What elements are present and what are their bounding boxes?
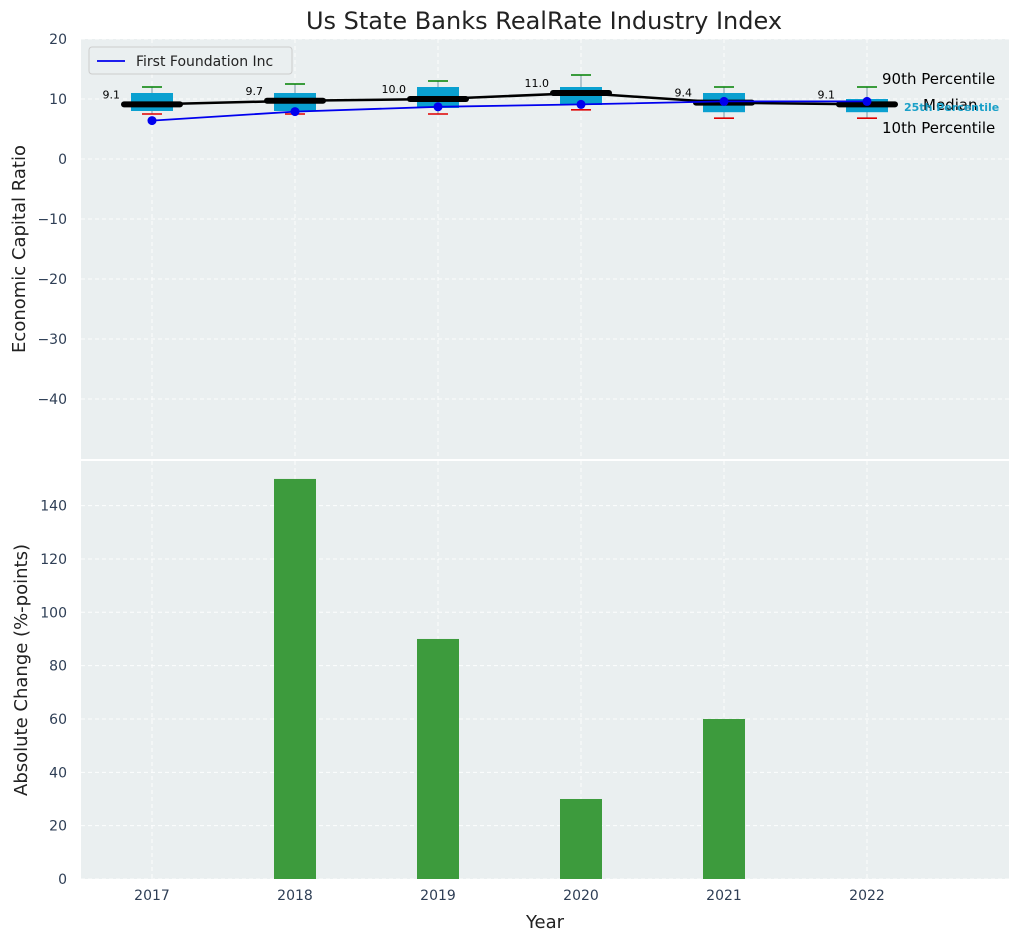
x-tick-label: 2018: [277, 888, 313, 904]
median-value-label: 10.0: [382, 83, 407, 96]
x-axis-label: Year: [525, 912, 565, 933]
bottom-y-tick-label: 80: [49, 659, 67, 675]
median-value-label: 9.7: [246, 85, 264, 98]
company-point: [862, 96, 872, 106]
change-bar: [703, 718, 745, 879]
bottom-panel-grid: [81, 461, 1009, 880]
p25-label: 25th Percentile: [904, 101, 999, 114]
company-point: [719, 96, 729, 106]
top-y-axis-label: Economic Capital Ratio: [9, 145, 30, 353]
bottom-y-tick-label: 20: [49, 819, 67, 835]
legend: First Foundation Inc: [88, 46, 293, 75]
company-point: [147, 116, 157, 126]
change-bar: [274, 478, 316, 879]
bottom-y-tick-label: 40: [49, 765, 67, 781]
legend-entry-company: First Foundation Inc: [136, 54, 273, 70]
top-y-tick-label: −20: [37, 272, 67, 288]
top-y-tick-label: 0: [58, 152, 67, 168]
bar-group: [274, 478, 745, 879]
p10-label: 10th Percentile: [882, 119, 995, 137]
median-percentile-label: Median: [923, 96, 978, 114]
bottom-y-tick-label: 0: [58, 872, 67, 888]
top-y-tick-label: 10: [49, 92, 67, 108]
bottom-y-tick-label: 100: [40, 605, 67, 621]
bottom-y-tick-label: 140: [40, 499, 67, 515]
x-tick-label: 2022: [849, 888, 885, 904]
bottom-y-axis-label: Absolute Change (%-points): [11, 544, 32, 796]
bottom-y-tick-label: 120: [40, 552, 67, 568]
bottom-y-tick-label: 60: [49, 712, 67, 728]
median-value-label: 11.0: [525, 77, 550, 90]
company-line: [151, 100, 867, 122]
x-tick-label: 2019: [420, 888, 456, 904]
x-tick-label: 2020: [563, 888, 599, 904]
top-y-tick-label: −10: [37, 212, 67, 228]
change-bar: [417, 638, 459, 879]
x-ticks: 2017 2018 2019 2020 2021 2022: [134, 888, 885, 904]
top-y-ticks: 20 10 0 −10 −20 −30 −40: [37, 32, 67, 408]
line-group: [147, 91, 895, 126]
company-point: [433, 102, 443, 112]
p90-label: 90th Percentile: [882, 70, 995, 88]
chart-title: Us State Banks RealRate Industry Index: [306, 7, 782, 35]
median-value-label: 9.1: [818, 88, 836, 101]
median-value-label: 9.1: [103, 88, 121, 101]
x-tick-label: 2017: [134, 888, 170, 904]
x-tick-label: 2021: [706, 888, 742, 904]
change-bar: [560, 798, 602, 879]
bottom-y-ticks: 0 20 40 60 80 100 120 140: [40, 499, 67, 888]
median-value-label: 9.4: [675, 87, 693, 100]
top-y-tick-label: −40: [37, 392, 67, 408]
median-label-group: 9.1 9.7 10.0 11.0 9.4 9.1: [103, 77, 836, 101]
top-y-tick-label: −30: [37, 332, 67, 348]
company-point: [290, 107, 300, 117]
top-y-tick-label: 20: [49, 32, 67, 48]
legend-box: [88, 46, 293, 75]
company-point: [576, 99, 586, 109]
bottom-panel-background: [81, 461, 1009, 879]
